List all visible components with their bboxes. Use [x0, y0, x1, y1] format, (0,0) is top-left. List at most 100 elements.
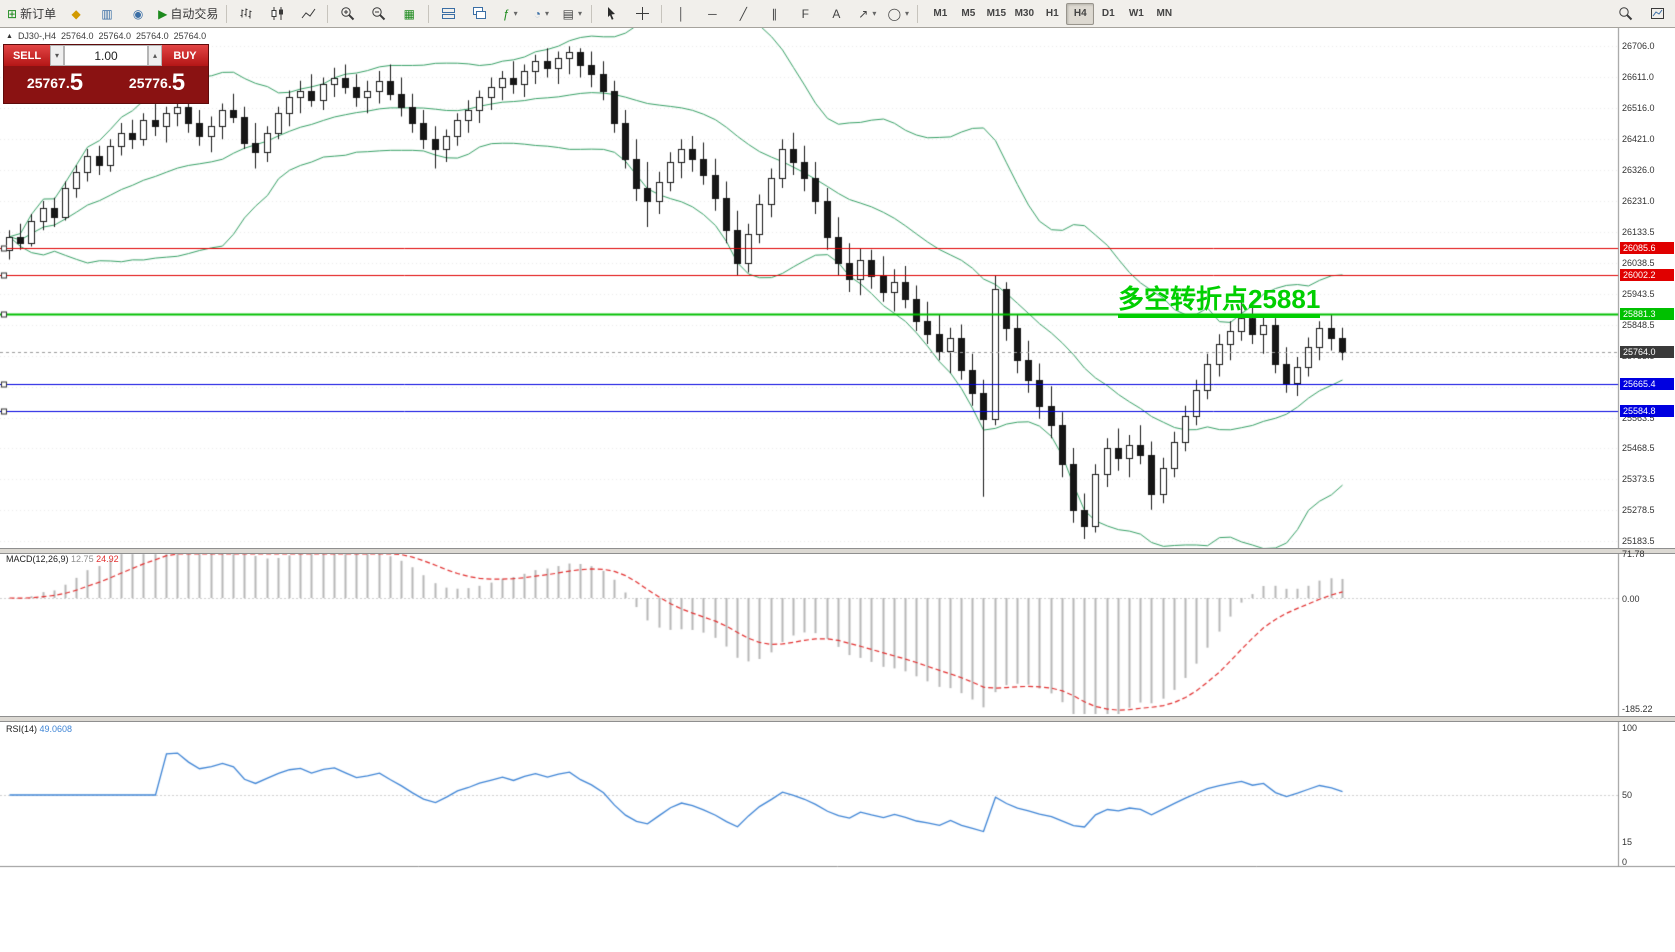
chart-annotation-text[interactable]: 多空转折点25881 [1118, 284, 1321, 318]
collapse-triangle-icon[interactable]: ▲ [6, 32, 13, 40]
price-axis-label: 25468.5 [1622, 443, 1655, 453]
new-order-label: 新订单 [20, 7, 57, 21]
trendline-tool[interactable]: ╱ [728, 2, 758, 26]
level-price-tag: 25881.3 [1620, 308, 1674, 320]
cursor-button[interactable] [596, 2, 626, 26]
arrows-tool[interactable]: ↗ ▾ [852, 2, 882, 26]
price-axis-label: 25943.5 [1622, 289, 1655, 299]
timeframe-toolbar: M1 M5 M15 M30 H1 H4 D1 W1 MN [926, 2, 1178, 25]
chart-grid-button[interactable]: ▦ [394, 2, 424, 26]
tile-windows-button[interactable] [433, 2, 463, 26]
auto-trading-button[interactable]: ▶ 自动交易 [154, 2, 222, 26]
price-axis-label: 25563.5 [1622, 413, 1655, 423]
toolbar-separator [226, 4, 228, 23]
macd-main-value: 12.75 [71, 554, 94, 564]
navigator-button[interactable]: ◉ [123, 2, 153, 26]
shapes-tool[interactable]: ◯ ▾ [883, 2, 913, 26]
indicators-button[interactable]: ƒ ▾ [495, 2, 525, 26]
zoom-in-button[interactable] [332, 2, 362, 26]
toolbar-separator [917, 4, 919, 23]
new-chart-window-button[interactable] [1642, 2, 1672, 26]
price-axis-label: 25373.5 [1622, 474, 1655, 484]
indicators-icon: ƒ [502, 6, 510, 21]
chevron-down-icon: ▾ [544, 9, 549, 18]
channel-tool[interactable]: ∥ [759, 2, 789, 26]
price-axis-label: 25278.5 [1622, 505, 1655, 515]
price-axis-label: 26421.0 [1622, 134, 1655, 144]
search-button[interactable] [1610, 2, 1640, 26]
tf-button-h1[interactable]: H1 [1045, 8, 1059, 19]
volume-decrease-button[interactable]: ▾ [50, 45, 64, 66]
horizontal-line-tool[interactable]: ─ [697, 2, 727, 26]
tf-button-w1[interactable]: W1 [1128, 8, 1144, 19]
market-watch-button[interactable]: ◆ [61, 2, 91, 26]
symbol-title: DJ30-,H4 [17, 31, 56, 41]
price-axis-label: 25183.5 [1622, 536, 1655, 546]
macd-label: MACD(12,26,9) 12.75 24.92 [6, 554, 119, 564]
bar-chart-icon [240, 8, 252, 19]
new-order-icon: ⊞ [7, 6, 18, 21]
zoom-out-button[interactable] [363, 2, 393, 26]
periods-icon: ◔ [533, 6, 541, 21]
search-icon [1618, 7, 1632, 21]
fibonacci-tool[interactable]: F [790, 2, 820, 26]
line-chart-icon [301, 8, 316, 19]
bar-chart-button[interactable] [231, 2, 261, 26]
rsi-panel-separator[interactable] [0, 716, 1675, 722]
macd-panel-separator[interactable] [0, 548, 1675, 554]
tf-button-m15[interactable]: M15 [986, 8, 1007, 19]
vertical-line-tool[interactable]: │ [666, 2, 696, 26]
volume-increase-button[interactable]: ▴ [148, 45, 162, 66]
chart-window-icon [1650, 8, 1664, 19]
chevron-down-icon: ▾ [905, 9, 910, 18]
buy-button[interactable]: BUY [162, 45, 208, 66]
tf-button-h4[interactable]: H4 [1066, 2, 1095, 25]
sell-price-base: 25767. [26, 75, 70, 91]
price-axis-label: 26326.0 [1622, 165, 1655, 175]
text-tool-icon: A [832, 6, 841, 21]
periods-button[interactable]: ◔ ▾ [526, 2, 556, 26]
chevron-down-icon: ▾ [577, 9, 582, 18]
text-tool[interactable]: A [821, 2, 851, 26]
line-chart-button[interactable] [293, 2, 323, 26]
sell-button[interactable]: SELL [4, 45, 50, 66]
templates-button[interactable]: ▤ ▾ [557, 2, 587, 26]
vertical-line-icon: │ [677, 6, 686, 21]
toolbar-separator [591, 4, 593, 23]
rsi-label: RSI(14) 49.0608 [6, 724, 72, 734]
rsi-axis-label: 15 [1622, 837, 1633, 847]
toolbar-separator [661, 4, 663, 23]
toolbar-right-group [1610, 2, 1672, 26]
price-axis-label: 25848.5 [1622, 320, 1655, 330]
tf-button-d1[interactable]: D1 [1101, 8, 1115, 19]
buy-price-base: 25776. [128, 75, 172, 91]
volume-input[interactable]: 1.00 [64, 45, 148, 66]
chevron-down-icon: ▾ [513, 9, 518, 18]
crosshair-button[interactable] [627, 2, 657, 26]
tf-button-mn[interactable]: MN [1156, 8, 1173, 19]
tf-button-m1[interactable]: M1 [933, 8, 948, 19]
fibonacci-icon: F [801, 6, 809, 21]
trendline-icon: ╱ [739, 6, 747, 21]
one-click-trading-widget: SELL ▾ 1.00 ▴ BUY 25767. 5 25776. 5 [3, 44, 209, 104]
current-price-tag: 25764.0 [1620, 346, 1674, 358]
toolbar: ⊞ 新订单 ◆ ▥ ◉ ▶ 自动交易 ▦ ƒ ▾ ◔ ▾ ▤ ▾ │ ─ ╱ ∥ F [0, 0, 1675, 28]
candlestick-chart-button[interactable] [262, 2, 292, 26]
zoom-out-icon [372, 7, 386, 21]
macd-axis-label: 71.78 [1622, 549, 1645, 559]
rsi-axis-label: 0 [1622, 857, 1628, 867]
rsi-value: 49.0608 [39, 724, 73, 734]
new-order-button[interactable]: ⊞ 新订单 [3, 2, 60, 26]
arrow-tool-icon: ↗ [858, 6, 869, 21]
cascade-windows-button[interactable] [464, 2, 494, 26]
sell-price: 25767. 5 [4, 66, 106, 103]
tf-button-m5[interactable]: M5 [961, 8, 976, 19]
data-window-button[interactable]: ▥ [92, 2, 122, 26]
shapes-icon: ◯ [887, 6, 902, 21]
navigator-icon: ◉ [132, 6, 144, 21]
tf-button-m30[interactable]: M30 [1014, 8, 1035, 19]
horizontal-line-icon: ─ [708, 6, 717, 21]
ohlc-low: 25764.0 [136, 31, 169, 41]
level-price-tag: 25665.4 [1620, 378, 1674, 390]
